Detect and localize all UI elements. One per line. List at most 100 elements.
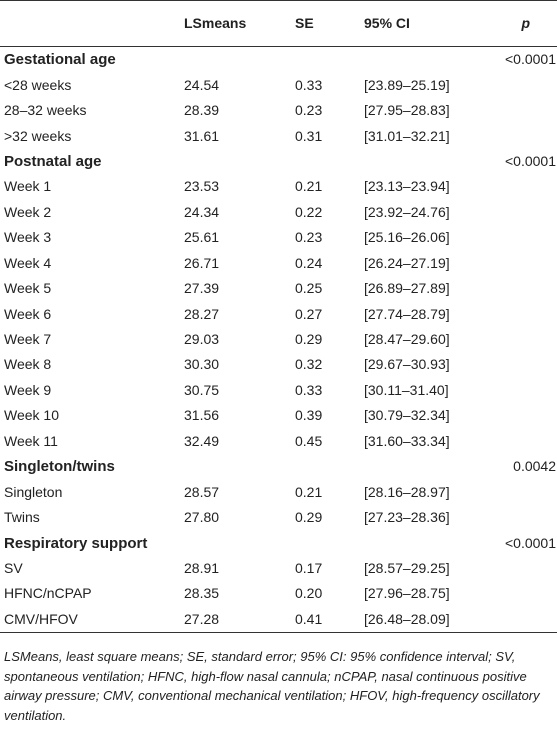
header-label: [0, 0, 184, 47]
ci-cell: [27.95–28.83]: [364, 102, 450, 119]
row-label: Week 7: [4, 331, 52, 348]
se-cell: 0.17: [295, 559, 323, 576]
header-p: p: [484, 0, 557, 47]
table-row: Singleton 28.57 0.21 [28.16–28.97]: [0, 479, 557, 504]
group-label: Postnatal age: [4, 152, 102, 170]
lsmeans-cell: 30.75: [184, 381, 220, 398]
table-row: CMV/HFOV 27.28 0.41 [26.48–28.09]: [0, 606, 557, 634]
lsmeans-cell: 23.53: [184, 178, 220, 195]
table-footnote: LSMeans, least square means; SE, standar…: [4, 649, 540, 723]
row-label: 28–32 weeks: [4, 102, 87, 119]
table-row: Week 4 26.71 0.24 [26.24–27.19]: [0, 251, 557, 276]
row-label: Week 8: [4, 356, 52, 373]
row-label: Twins: [4, 509, 40, 526]
row-label: Week 11: [4, 432, 58, 449]
ci-cell: [27.96–28.75]: [364, 585, 450, 602]
table-row: Week 8 30.30 0.32 [29.67–30.93]: [0, 352, 557, 377]
table-row: Week 2 24.34 0.22 [23.92–24.76]: [0, 200, 557, 225]
results-table: LSmeans SE 95% CI p Gestational age <0.0…: [0, 0, 557, 634]
se-cell: 0.27: [295, 305, 323, 322]
table-row: Week 3 25.61 0.23 [25.16–26.06]: [0, 225, 557, 250]
group-row: Singleton/twins 0.0042: [0, 454, 557, 479]
lsmeans-cell: 28.35: [184, 585, 220, 602]
row-label: >32 weeks: [4, 127, 72, 144]
table-row: Week 11 32.49 0.45 [31.60–33.34]: [0, 429, 557, 454]
se-cell: 0.33: [295, 76, 323, 93]
se-cell: 0.32: [295, 356, 323, 373]
ci-cell: [27.74–28.79]: [364, 305, 450, 322]
ci-cell: [27.23–28.36]: [364, 509, 450, 526]
p-value: <0.0001: [505, 152, 556, 169]
se-cell: 0.23: [295, 229, 323, 246]
lsmeans-cell: 28.39: [184, 102, 220, 119]
table-row: >32 weeks 31.61 0.31 [31.01–32.21]: [0, 123, 557, 148]
group-row: Gestational age <0.0001: [0, 47, 557, 73]
table-row: SV 28.91 0.17 [28.57–29.25]: [0, 556, 557, 581]
se-cell: 0.45: [295, 432, 323, 449]
ci-cell: [23.89–25.19]: [364, 76, 450, 93]
lsmeans-cell: 29.03: [184, 331, 220, 348]
table-row: Week 1 23.53 0.21 [23.13–23.94]: [0, 174, 557, 199]
lsmeans-cell: 31.61: [184, 127, 220, 144]
row-label: <28 weeks: [4, 76, 72, 93]
header-se: SE: [295, 0, 364, 47]
ci-cell: [29.67–30.93]: [364, 356, 450, 373]
group-row: Postnatal age <0.0001: [0, 149, 557, 174]
group-row: Respiratory support <0.0001: [0, 530, 557, 555]
ci-cell: [23.92–24.76]: [364, 203, 450, 220]
lsmeans-cell: 28.91: [184, 559, 220, 576]
row-label: Week 1: [4, 178, 52, 195]
table-row: Week 7 29.03 0.29 [28.47–29.60]: [0, 327, 557, 352]
ci-cell: [30.79–32.34]: [364, 407, 450, 424]
ci-cell: [28.16–28.97]: [364, 483, 450, 500]
group-label: Gestational age: [4, 51, 116, 69]
row-label: Week 10: [4, 407, 59, 424]
ci-cell: [31.01–32.21]: [364, 127, 450, 144]
lsmeans-cell: 24.34: [184, 203, 220, 220]
table-row: <28 weeks 24.54 0.33 [23.89–25.19]: [0, 72, 557, 97]
ci-cell: [30.11–31.40]: [364, 381, 449, 398]
lsmeans-cell: 31.56: [184, 407, 220, 424]
row-label: Week 6: [4, 305, 52, 322]
group-label: Respiratory support: [4, 534, 148, 552]
se-cell: 0.24: [295, 254, 323, 271]
lsmeans-cell: 25.61: [184, 229, 220, 246]
table-row: Twins 27.80 0.29 [27.23–28.36]: [0, 505, 557, 530]
se-cell: 0.33: [295, 381, 323, 398]
table-row: 28–32 weeks 28.39 0.23 [27.95–28.83]: [0, 98, 557, 123]
lsmeans-cell: 27.39: [184, 280, 220, 297]
ci-cell: [28.57–29.25]: [364, 559, 450, 576]
se-cell: 0.25: [295, 280, 323, 297]
table-row: Week 9 30.75 0.33 [30.11–31.40]: [0, 378, 557, 403]
row-label: SV: [4, 559, 23, 576]
lsmeans-cell: 27.28: [184, 606, 295, 634]
p-value: <0.0001: [505, 534, 556, 551]
lsmeans-cell: 28.57: [184, 483, 220, 500]
se-cell: 0.41: [295, 606, 364, 634]
se-cell: 0.29: [295, 509, 323, 526]
lsmeans-cell: 26.71: [184, 254, 220, 271]
table-row: Week 5 27.39 0.25 [26.89–27.89]: [0, 276, 557, 301]
header-row: LSmeans SE 95% CI p: [0, 0, 557, 47]
lsmeans-cell: 32.49: [184, 432, 220, 449]
ci-cell: [28.47–29.60]: [364, 331, 450, 348]
se-cell: 0.22: [295, 203, 323, 220]
row-label: HFNC/nCPAP: [4, 585, 92, 602]
se-cell: 0.21: [295, 178, 323, 195]
se-cell: 0.21: [295, 483, 323, 500]
se-cell: 0.29: [295, 331, 323, 348]
row-label: Singleton: [4, 483, 63, 500]
row-label: Week 2: [4, 203, 52, 220]
se-cell: 0.20: [295, 585, 323, 602]
se-cell: 0.39: [295, 407, 323, 424]
row-label: CMV/HFOV: [0, 606, 184, 634]
ci-cell: [23.13–23.94]: [364, 178, 450, 195]
table-row: HFNC/nCPAP 28.35 0.20 [27.96–28.75]: [0, 581, 557, 606]
header-lsmeans: LSmeans: [184, 0, 295, 47]
p-value: 0.0042: [513, 458, 556, 475]
lsmeans-cell: 28.27: [184, 305, 220, 322]
row-label: Week 3: [4, 229, 52, 246]
row-label: Week 5: [4, 280, 52, 297]
lsmeans-cell: 30.30: [184, 356, 220, 373]
table-row: Week 10 31.56 0.39 [30.79–32.34]: [0, 403, 557, 428]
